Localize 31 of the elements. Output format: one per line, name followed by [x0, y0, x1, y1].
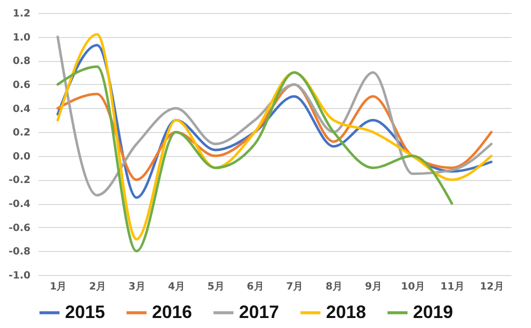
- y-tick-label: 0.0: [12, 151, 31, 162]
- y-tick-label: 0.6: [12, 80, 31, 91]
- x-tick-label: 10月: [400, 282, 425, 292]
- legend-label: 2017: [239, 302, 280, 322]
- y-tick-label: -0.4: [8, 199, 31, 210]
- x-tick-label: 7月: [286, 282, 304, 292]
- legend-label: 2019: [413, 302, 454, 322]
- x-tick-label: 1月: [50, 282, 67, 292]
- y-tick-label: 0.2: [12, 128, 31, 139]
- x-tick-label: 8月: [326, 282, 343, 292]
- x-tick-label: 4月: [168, 282, 185, 292]
- x-tick-label: 5月: [207, 282, 224, 292]
- x-tick-label: 11月: [440, 282, 464, 292]
- x-tick-label: 6月: [246, 282, 264, 292]
- x-tick-label: 12月: [480, 282, 504, 292]
- line-series: [56, 65, 454, 252]
- y-tick-label: -1.0: [8, 270, 31, 282]
- x-tick-label: 9月: [365, 282, 382, 292]
- y-tick-label: 0.4: [12, 104, 31, 115]
- x-tick-label: 3月: [128, 282, 146, 292]
- y-tick-label: 0.8: [12, 56, 31, 68]
- y-tick-label: 1.0: [12, 32, 31, 44]
- y-tick-label: 1.2: [12, 8, 31, 20]
- legend-label: 2015: [65, 302, 106, 322]
- y-tick-label: -0.2: [8, 175, 31, 186]
- y-tick-label: -0.6: [8, 222, 31, 234]
- legend-label: 2016: [152, 302, 192, 322]
- x-tick-label: 2月: [89, 282, 106, 292]
- legend-label: 2018: [326, 302, 366, 322]
- y-tick-label: -0.8: [8, 246, 31, 258]
- line-series: [56, 33, 493, 241]
